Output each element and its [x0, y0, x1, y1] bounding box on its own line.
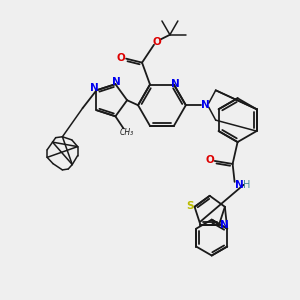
Text: N: N: [112, 77, 121, 87]
Text: S: S: [186, 201, 193, 211]
Text: CH₃: CH₃: [119, 128, 134, 137]
Text: N: N: [235, 180, 244, 190]
Text: H: H: [243, 180, 250, 190]
Text: N: N: [201, 100, 210, 110]
Text: N: N: [90, 83, 99, 93]
Text: N: N: [220, 220, 228, 230]
Text: O: O: [153, 37, 161, 47]
Text: O: O: [117, 52, 125, 63]
Text: O: O: [205, 155, 214, 165]
Text: N: N: [170, 79, 179, 88]
